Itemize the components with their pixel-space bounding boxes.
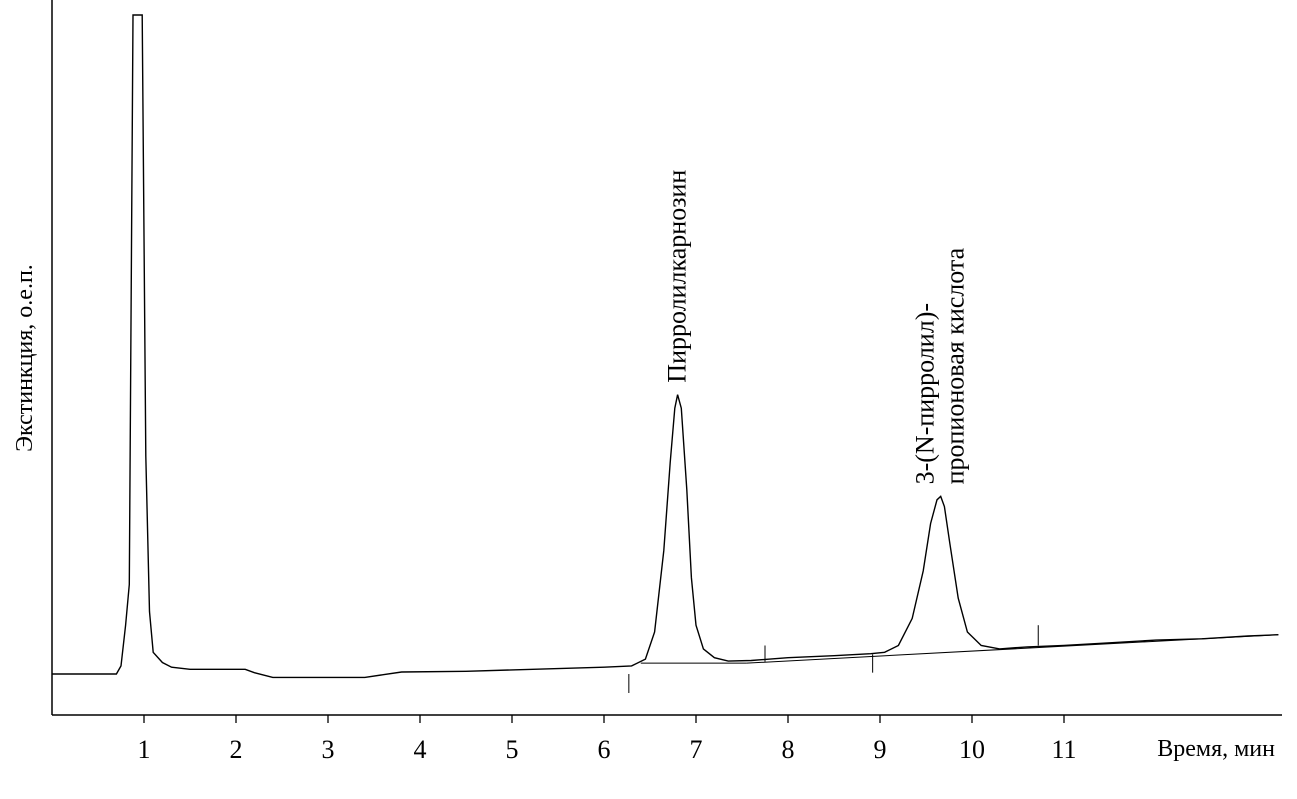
x-tick-label: 5 xyxy=(506,735,519,764)
integration-event-marks xyxy=(628,625,1039,693)
x-tick-label: 2 xyxy=(230,735,243,764)
peak-label: пропионовая кислота xyxy=(941,247,970,484)
x-tick-label: 10 xyxy=(959,735,985,764)
x-tick-labels: 1 2 3 4 5 6 7 8 9 10 11 xyxy=(138,735,1077,764)
x-tick-label: 6 xyxy=(598,735,611,764)
x-tick-label: 11 xyxy=(1051,735,1076,764)
y-axis-label: Экстинкция, о.е.п. xyxy=(12,264,38,452)
chromatogram-trace xyxy=(52,14,1279,679)
x-axis-label: Время, мин xyxy=(1157,736,1275,762)
x-tick-label: 4 xyxy=(414,735,427,764)
x-tick-label: 8 xyxy=(782,735,795,764)
peak-labels: Пирролилкарнозин 3-(N-пирролил)- пропионов… xyxy=(663,170,970,485)
peak-label: Пирролилкарнозин xyxy=(663,170,692,383)
x-ticks xyxy=(143,715,1065,723)
x-tick-label: 1 xyxy=(138,735,151,764)
x-tick-label: 9 xyxy=(874,735,887,764)
x-tick-label: 7 xyxy=(690,735,703,764)
x-tick-label: 3 xyxy=(322,735,335,764)
peak-label: 3-(N-пирролил)- xyxy=(911,303,940,484)
